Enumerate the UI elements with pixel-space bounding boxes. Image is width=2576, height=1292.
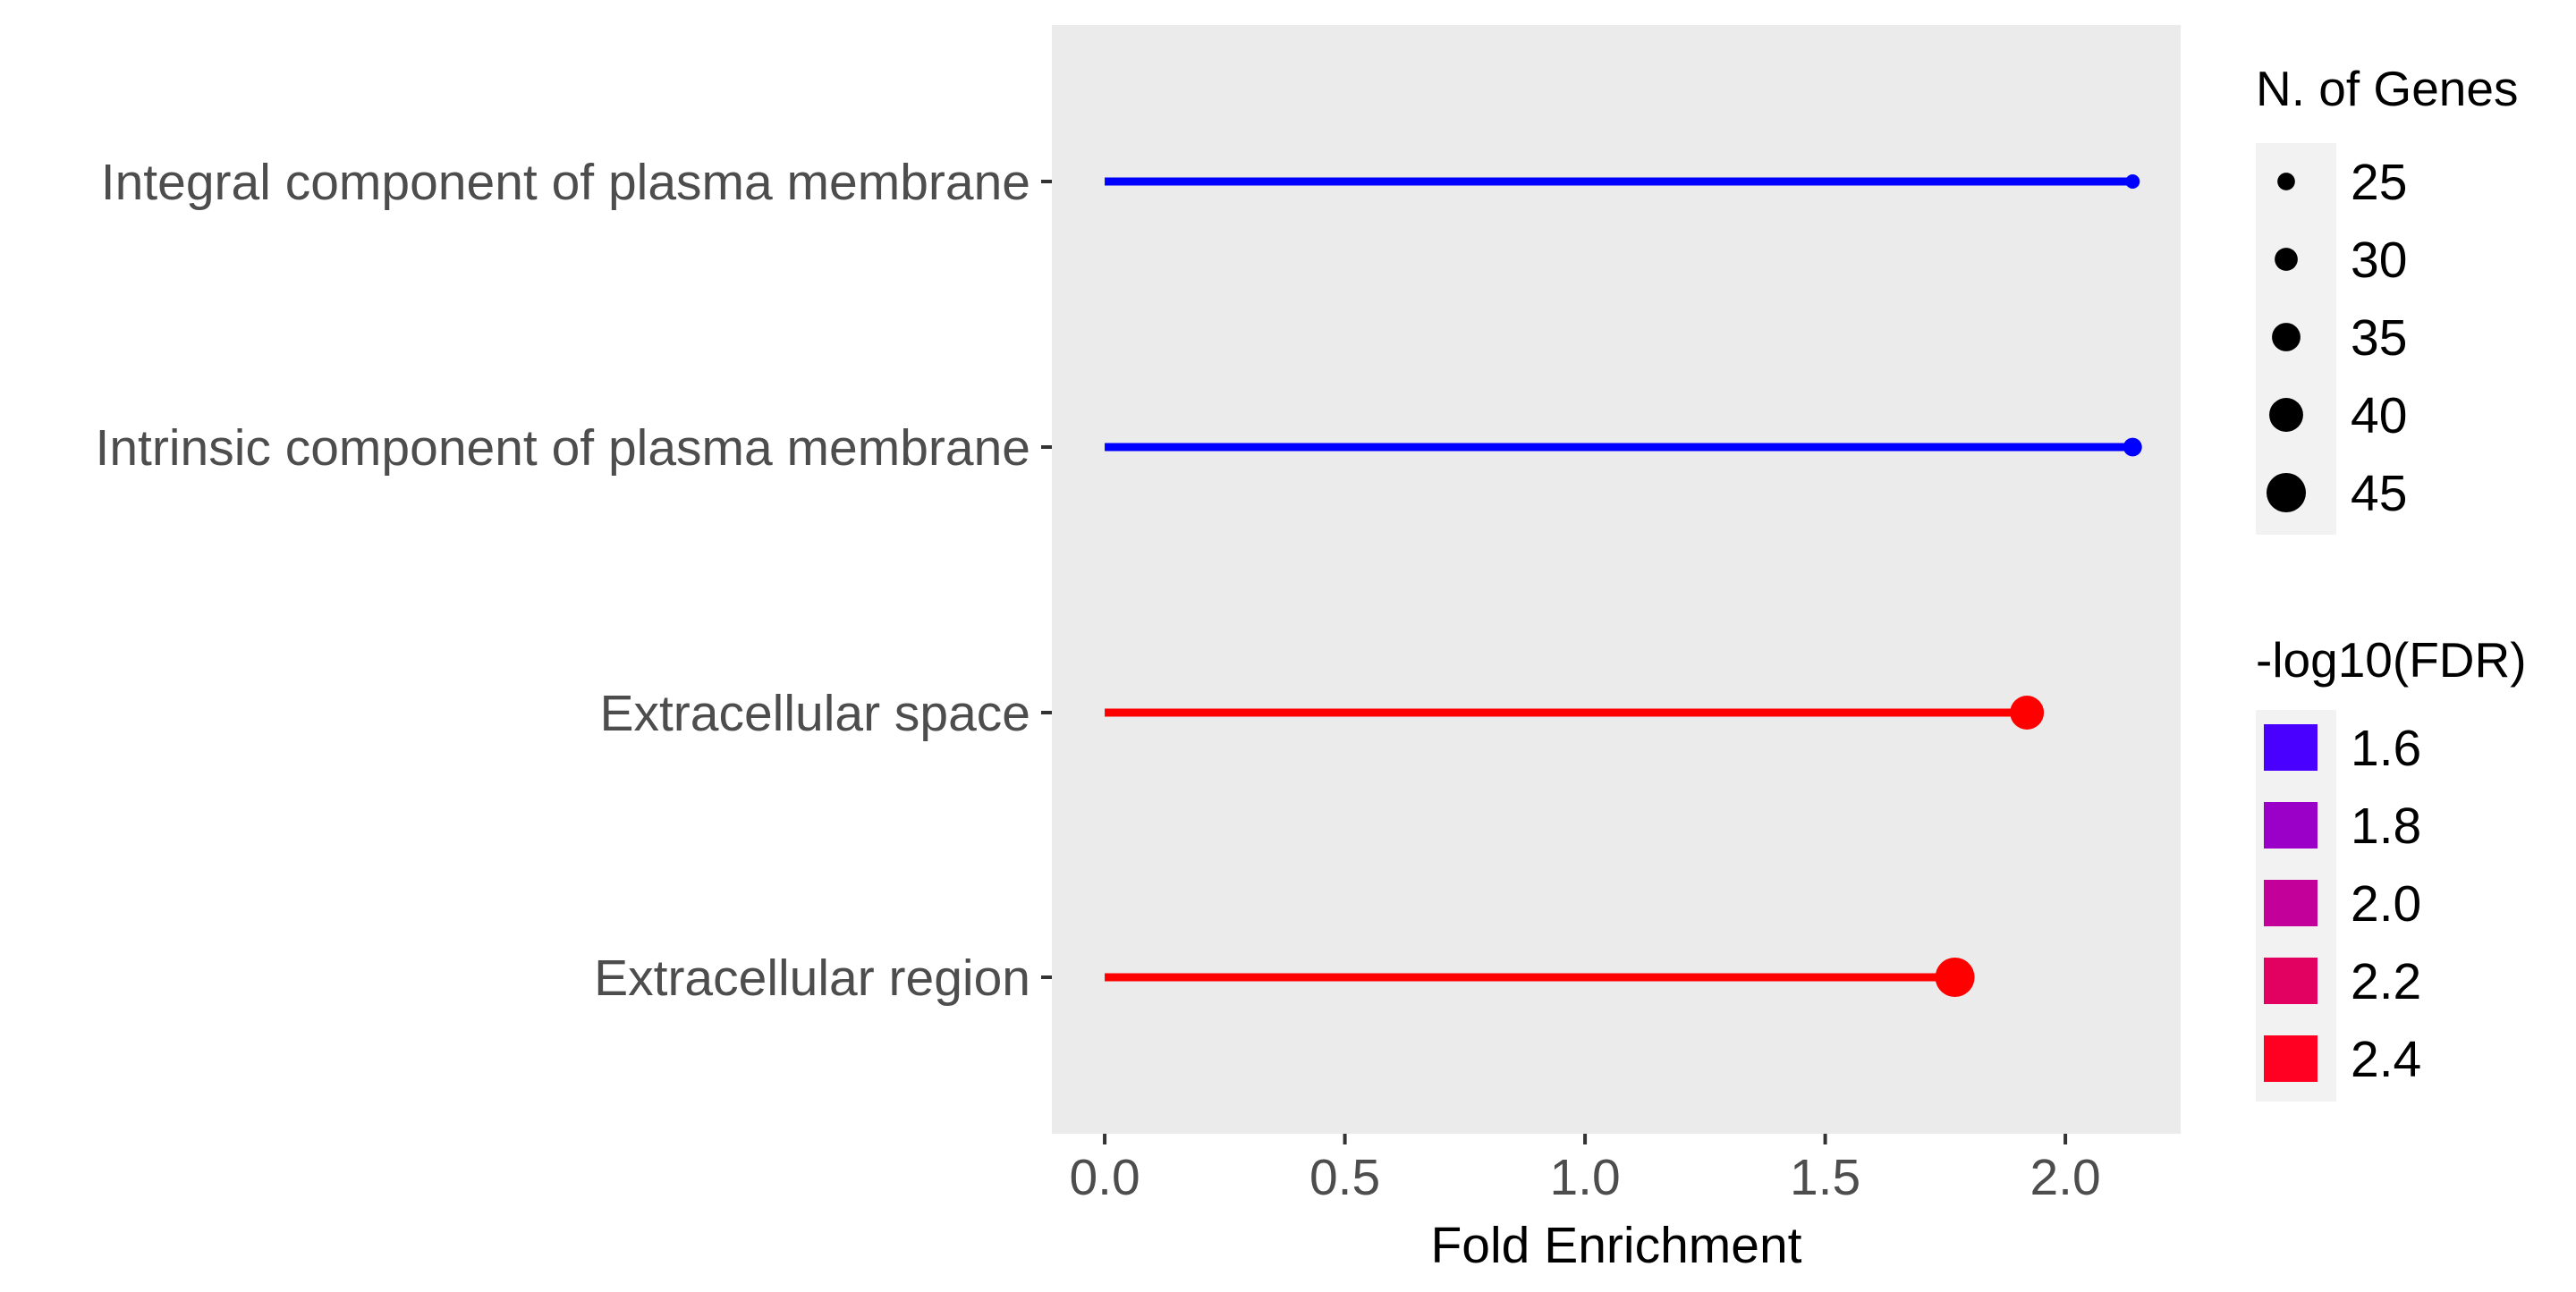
size-legend-key xyxy=(2275,248,2298,271)
size-legend-label: 40 xyxy=(2351,387,2407,444)
lollipop-point xyxy=(2010,696,2045,730)
x-tick-label: 1.0 xyxy=(1549,1149,1620,1206)
plot-panel xyxy=(1052,25,2181,1134)
color-legend: 1.6 1.8 2.0 2.2 2.4 xyxy=(2264,720,2421,1088)
x-tick-label: 2.0 xyxy=(2029,1149,2100,1206)
lollipop-lines xyxy=(1105,177,2133,982)
size-legend-title: N. of Genes xyxy=(2256,61,2518,116)
color-legend-label: 2.2 xyxy=(2351,953,2421,1010)
size-legend-key xyxy=(2269,398,2303,432)
size-legend-key xyxy=(2272,323,2301,351)
size-legend-label: 30 xyxy=(2351,232,2407,289)
color-legend-key xyxy=(2264,724,2318,771)
x-axis-title: Fold Enrichment xyxy=(1430,1217,1801,1274)
x-tick-label: 1.5 xyxy=(1790,1149,1860,1206)
size-legend-label: 35 xyxy=(2351,309,2407,367)
color-legend-key xyxy=(2264,880,2318,926)
color-legend-key xyxy=(2264,1035,2318,1082)
color-legend-key xyxy=(2264,802,2318,849)
lollipop-points xyxy=(1935,174,2142,997)
y-axis: Integral component of plasma membrane Int… xyxy=(96,154,1052,1007)
color-legend-label: 2.0 xyxy=(2351,875,2421,933)
size-legend-label: 45 xyxy=(2351,465,2407,522)
size-legend-key xyxy=(2277,173,2295,190)
lollipop-point xyxy=(2125,174,2140,189)
size-legend-label: 25 xyxy=(2351,154,2407,211)
y-tick-label: Extracellular region xyxy=(594,950,1030,1007)
y-tick-label: Integral component of plasma membrane xyxy=(101,154,1030,211)
lollipop-point xyxy=(1935,958,1975,997)
color-legend-key xyxy=(2264,958,2318,1004)
lollipop-point xyxy=(2123,437,2142,457)
color-legend-label: 2.4 xyxy=(2351,1031,2421,1088)
x-tick-label: 0.5 xyxy=(1309,1149,1380,1206)
color-legend-title: -log10(FDR) xyxy=(2256,632,2527,688)
color-legend-label: 1.6 xyxy=(2351,720,2421,777)
size-legend-key xyxy=(2267,473,2306,512)
x-axis: 0.0 0.5 1.0 1.5 2.0 xyxy=(1069,1134,2101,1206)
size-legend: 25 30 35 40 45 xyxy=(2267,154,2407,522)
y-tick-label: Extracellular space xyxy=(599,685,1030,742)
y-tick-label: Intrinsic component of plasma membrane xyxy=(96,419,1030,477)
color-legend-label: 1.8 xyxy=(2351,798,2421,855)
x-tick-label: 0.0 xyxy=(1069,1149,1140,1206)
